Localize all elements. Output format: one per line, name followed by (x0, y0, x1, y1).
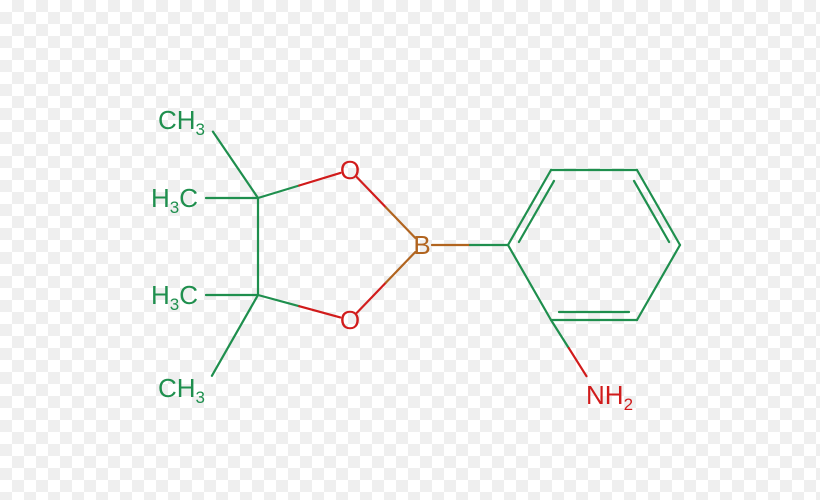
bond (637, 170, 680, 245)
bond (258, 295, 299, 306)
atom-label-O_top: O (340, 155, 360, 185)
atom-label-ch3_top: CH3 (158, 105, 205, 139)
bond (637, 245, 680, 320)
molecule-diagram: CH3 H3C H3C CH3 O O B NH2 (0, 0, 820, 500)
bonds-layer (206, 132, 680, 377)
bond (258, 186, 299, 199)
bond (213, 132, 258, 198)
bond (519, 181, 554, 242)
atom-label-ch3_bottom: CH3 (158, 373, 205, 407)
bond (299, 306, 340, 317)
bond (357, 283, 386, 313)
bond (551, 320, 569, 348)
atom-label-h3c_upper: H3C (151, 183, 198, 217)
bond (569, 348, 587, 376)
bond (508, 245, 551, 320)
atom-label-h3c_lower: H3C (151, 280, 198, 314)
atom-label-NH2: NH2 (586, 380, 633, 414)
bond (212, 295, 258, 376)
atoms-layer: CH3 H3C H3C CH3 O O B NH2 (151, 105, 633, 414)
bond (634, 181, 669, 242)
bond (386, 208, 415, 238)
atom-label-O_bot: O (340, 305, 360, 335)
bond (299, 173, 340, 186)
bond (508, 170, 551, 245)
atom-label-B: B (413, 230, 430, 260)
bond (386, 252, 415, 282)
bond (357, 177, 386, 207)
